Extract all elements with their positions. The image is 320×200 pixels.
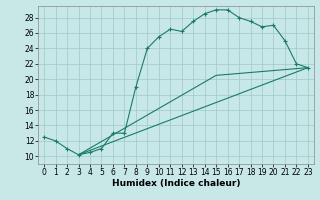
X-axis label: Humidex (Indice chaleur): Humidex (Indice chaleur) bbox=[112, 179, 240, 188]
